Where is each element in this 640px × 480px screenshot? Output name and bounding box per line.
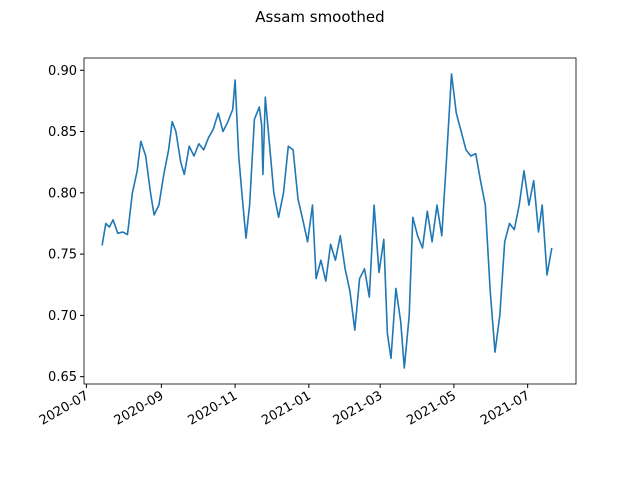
x-tick-label: 2020-07: [37, 388, 92, 428]
x-tick-label: 2021-01: [259, 388, 314, 428]
line: [101, 73, 553, 369]
y-tick-label: 0.90: [48, 64, 77, 79]
x-tick-label: 2021-03: [331, 388, 386, 428]
y-tick-label: 0.85: [48, 125, 77, 140]
chart-title: Assam smoothed: [255, 8, 384, 26]
y-tick-label: 0.65: [48, 370, 77, 385]
x-tick-label: 2021-05: [404, 388, 459, 428]
y-tick-label: 0.75: [48, 248, 77, 263]
x-tick-label: 2020-11: [186, 388, 241, 428]
x-tick-label: 2020-09: [112, 388, 167, 428]
y-tick-label: 0.80: [48, 186, 77, 201]
plot-frame: [83, 57, 577, 385]
x-tick-label: 2021-07: [478, 388, 533, 428]
y-tick-label: 0.70: [48, 309, 77, 324]
